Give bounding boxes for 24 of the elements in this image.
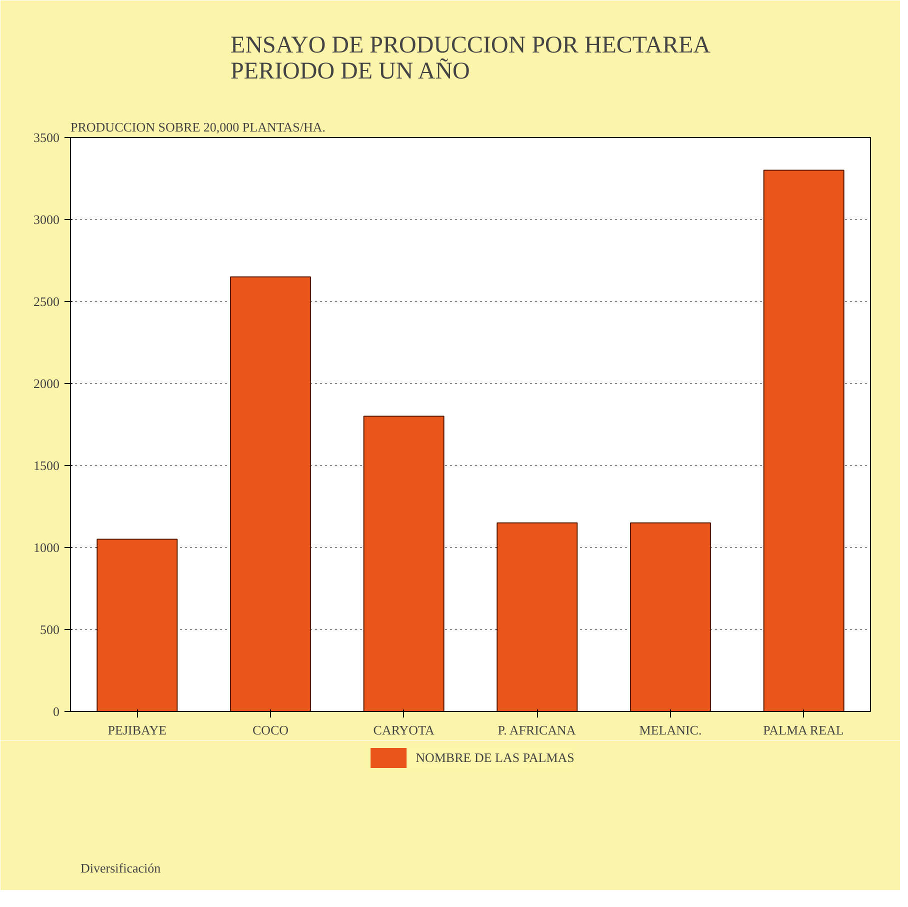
bar <box>230 276 311 712</box>
bar <box>496 522 578 712</box>
y-tick-label: 1000 <box>34 540 60 555</box>
x-tick-label: MELANIC. <box>639 722 702 738</box>
y-tick-label: 3000 <box>34 212 60 227</box>
y-axis-title: PRODUCCION SOBRE 20,000 PLANTAS/HA. <box>70 120 326 134</box>
legend-label: NOMBRE DE LAS PALMAS <box>416 750 574 766</box>
y-tick-label: 3500 <box>34 130 60 145</box>
bar <box>763 170 844 712</box>
bar <box>630 522 711 712</box>
x-tick-label: CARYOTA <box>373 722 435 738</box>
x-tick-label: COCO <box>252 722 289 738</box>
chart-title: ENSAYO DE PRODUCCION POR HECTAREA PERIODO DE UN AÑO <box>230 32 712 84</box>
bar <box>363 416 444 712</box>
y-tick-label: 1500 <box>34 458 60 473</box>
bar <box>96 538 178 712</box>
y-tick-label: 2000 <box>34 376 60 391</box>
x-tick-label: PALMA REAL <box>763 722 844 738</box>
x-tick-label: P. AFRICANA <box>498 722 576 738</box>
y-tick-label: 500 <box>40 622 60 637</box>
text: Diversificación <box>80 860 162 876</box>
x-tick-label: PEJIBAYE <box>108 722 167 738</box>
y-tick-label: 0 <box>53 704 60 719</box>
y-tick-label: 2500 <box>34 294 60 309</box>
